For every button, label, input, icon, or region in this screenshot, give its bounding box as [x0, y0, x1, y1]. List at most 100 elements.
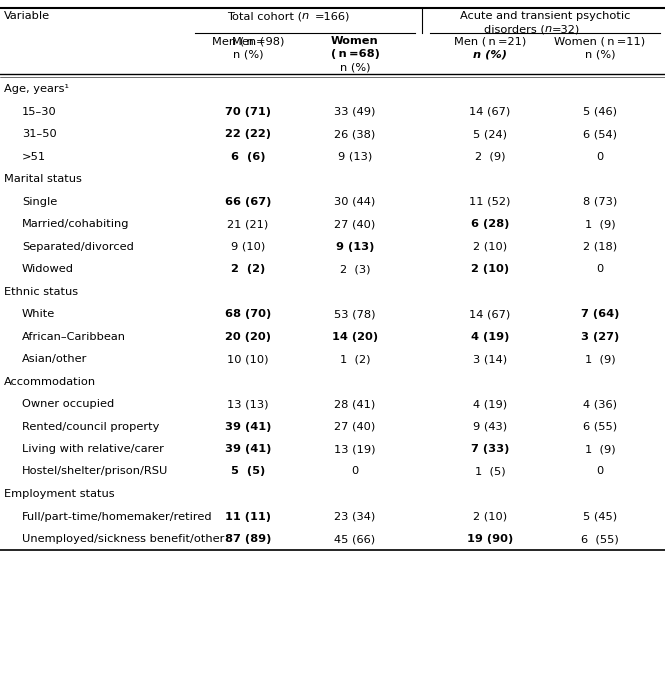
- Text: 5 (46): 5 (46): [583, 106, 617, 117]
- Text: 27 (40): 27 (40): [334, 421, 376, 432]
- Text: n (%): n (%): [473, 49, 507, 59]
- Text: Acute and transient psychotic: Acute and transient psychotic: [460, 11, 630, 21]
- Text: 7 (33): 7 (33): [471, 444, 509, 454]
- Text: 13 (13): 13 (13): [227, 399, 269, 409]
- Text: Hostel/shelter/prison/RSU: Hostel/shelter/prison/RSU: [22, 466, 168, 477]
- Text: 87 (89): 87 (89): [225, 534, 271, 544]
- Text: n (%): n (%): [340, 62, 370, 72]
- Text: 27 (40): 27 (40): [334, 219, 376, 229]
- Text: Unemployed/sickness benefit/other: Unemployed/sickness benefit/other: [22, 534, 224, 544]
- Text: 2  (3): 2 (3): [340, 264, 370, 274]
- Text: =32): =32): [552, 24, 581, 34]
- Text: 2 (10): 2 (10): [473, 242, 507, 251]
- Text: 5  (5): 5 (5): [231, 466, 265, 477]
- Text: 14 (67): 14 (67): [469, 106, 511, 117]
- Text: disorders (: disorders (: [484, 24, 545, 34]
- Text: Full/part-time/homemaker/retired: Full/part-time/homemaker/retired: [22, 511, 213, 521]
- Text: 1  (9): 1 (9): [585, 354, 615, 364]
- Text: 53 (78): 53 (78): [334, 309, 376, 319]
- Text: Owner occupied: Owner occupied: [22, 399, 114, 409]
- Text: 5 (24): 5 (24): [473, 129, 507, 139]
- Text: Employment status: Employment status: [4, 489, 114, 499]
- Text: n: n: [302, 11, 309, 21]
- Text: 15–30: 15–30: [22, 106, 57, 117]
- Text: 21 (21): 21 (21): [227, 219, 269, 229]
- Text: 23 (34): 23 (34): [334, 511, 376, 521]
- Text: Accommodation: Accommodation: [4, 377, 96, 387]
- Text: 30 (44): 30 (44): [334, 196, 376, 207]
- Text: Total cohort (: Total cohort (: [227, 11, 302, 21]
- Text: Marital status: Marital status: [4, 174, 82, 184]
- Text: Married/cohabiting: Married/cohabiting: [22, 219, 130, 229]
- Text: 1  (2): 1 (2): [340, 354, 370, 364]
- Text: 9 (43): 9 (43): [473, 421, 507, 432]
- Text: Women ( n =11): Women ( n =11): [555, 36, 646, 46]
- Text: 0: 0: [597, 466, 604, 477]
- Text: 6  (55): 6 (55): [581, 534, 619, 544]
- Text: 28 (41): 28 (41): [334, 399, 376, 409]
- Text: 22 (22): 22 (22): [225, 129, 271, 139]
- Text: 9 (10): 9 (10): [231, 242, 265, 251]
- Text: Rented/council property: Rented/council property: [22, 421, 160, 432]
- Text: =166): =166): [315, 11, 350, 21]
- Text: 8 (73): 8 (73): [583, 196, 617, 207]
- Text: 6 (55): 6 (55): [583, 421, 617, 432]
- Text: n (%): n (%): [233, 49, 263, 59]
- Text: 2 (10): 2 (10): [471, 264, 509, 274]
- Text: 39 (41): 39 (41): [225, 421, 271, 432]
- Text: 9 (13): 9 (13): [336, 242, 374, 251]
- Text: Men ( n =98): Men ( n =98): [212, 36, 284, 46]
- Text: 14 (20): 14 (20): [332, 332, 378, 341]
- Text: African–Caribbean: African–Caribbean: [22, 332, 126, 341]
- Text: >51: >51: [22, 151, 46, 162]
- Text: 13 (19): 13 (19): [334, 444, 376, 454]
- Text: Widowed: Widowed: [22, 264, 74, 274]
- Text: 70 (71): 70 (71): [225, 106, 271, 117]
- Text: 68 (70): 68 (70): [225, 309, 271, 319]
- Text: 4 (19): 4 (19): [473, 399, 507, 409]
- Text: 2  (2): 2 (2): [231, 264, 265, 274]
- Text: 2  (9): 2 (9): [475, 151, 505, 162]
- Text: Living with relative/carer: Living with relative/carer: [22, 444, 164, 454]
- Text: 4 (36): 4 (36): [583, 399, 617, 409]
- Text: 66 (67): 66 (67): [225, 196, 271, 207]
- Text: 6 (54): 6 (54): [583, 129, 617, 139]
- Text: 14 (67): 14 (67): [469, 309, 511, 319]
- Text: 7 (64): 7 (64): [581, 309, 619, 319]
- Text: 3 (14): 3 (14): [473, 354, 507, 364]
- Text: Ethnic status: Ethnic status: [4, 287, 78, 296]
- Text: 2 (10): 2 (10): [473, 511, 507, 521]
- Text: 2 (18): 2 (18): [583, 242, 617, 251]
- Text: Men ( n =21): Men ( n =21): [454, 36, 526, 46]
- Text: 1  (9): 1 (9): [585, 444, 615, 454]
- Text: 0: 0: [597, 151, 604, 162]
- Text: 31–50: 31–50: [22, 129, 57, 139]
- Text: 19 (90): 19 (90): [467, 534, 513, 544]
- Text: Men (: Men (: [232, 36, 264, 46]
- Text: 6  (6): 6 (6): [231, 151, 265, 162]
- Text: White: White: [22, 309, 55, 319]
- Text: n (%): n (%): [585, 49, 615, 59]
- Text: Variable: Variable: [4, 11, 50, 21]
- Text: ( n =68): ( n =68): [331, 49, 380, 59]
- Text: Women: Women: [331, 36, 379, 46]
- Text: 1  (9): 1 (9): [585, 219, 615, 229]
- Text: 1  (5): 1 (5): [475, 466, 505, 477]
- Text: 20 (20): 20 (20): [225, 332, 271, 341]
- Text: 6 (28): 6 (28): [471, 219, 509, 229]
- Text: 4 (19): 4 (19): [471, 332, 509, 341]
- Text: Age, years¹: Age, years¹: [4, 84, 69, 94]
- Text: Separated/divorced: Separated/divorced: [22, 242, 134, 251]
- Text: 10 (10): 10 (10): [227, 354, 269, 364]
- Text: 5 (45): 5 (45): [583, 511, 617, 521]
- Text: 0: 0: [351, 466, 358, 477]
- Text: 26 (38): 26 (38): [334, 129, 376, 139]
- Text: 11 (11): 11 (11): [225, 511, 271, 521]
- Text: 11 (52): 11 (52): [469, 196, 511, 207]
- Text: 0: 0: [597, 264, 604, 274]
- Text: 39 (41): 39 (41): [225, 444, 271, 454]
- Text: n: n: [545, 24, 552, 34]
- Text: 3 (27): 3 (27): [581, 332, 619, 341]
- Text: 9 (13): 9 (13): [338, 151, 372, 162]
- Text: 33 (49): 33 (49): [334, 106, 376, 117]
